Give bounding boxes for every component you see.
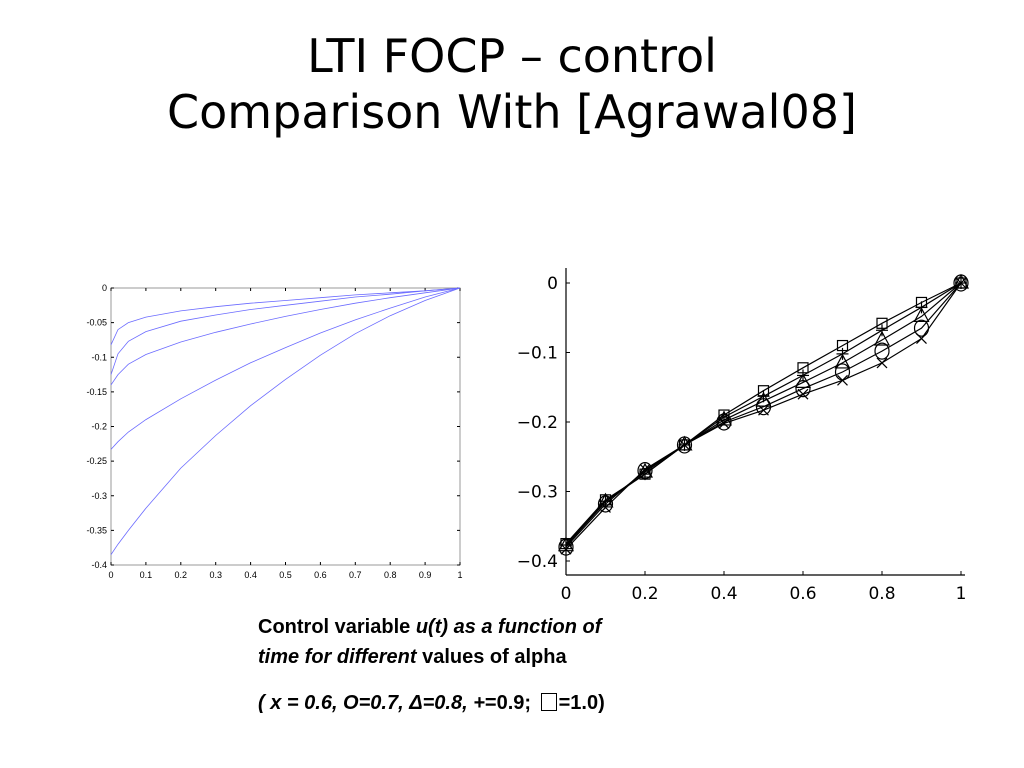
- left-y-tick-label: -0.4: [91, 560, 107, 570]
- right-y-tick-label: −0.1: [517, 344, 558, 364]
- left-series-line-2: [110, 287, 461, 375]
- legend-items: x = 0.6, O=0.7, Δ=0.8, +: [270, 692, 485, 714]
- square-marker: [718, 409, 730, 421]
- slide-title-line1: LTI FOCP – control: [307, 29, 717, 83]
- left-series-line-3: [110, 287, 461, 386]
- left-x-tick-label: 0.5: [279, 570, 292, 580]
- left-x-tick-label: 0: [108, 570, 113, 580]
- left-series-line-5: [110, 287, 461, 555]
- legend-rest2: =1.0): [558, 692, 605, 714]
- right-y-tick-label: 0: [547, 274, 558, 294]
- right-y-tick-label: −0.3: [517, 483, 558, 503]
- right-x-tick-label: 0.6: [789, 584, 816, 604]
- left-x-tick-label: 1: [457, 570, 462, 580]
- left-y-tick-label: -0.35: [86, 525, 107, 535]
- right-series-line-5: [565, 282, 962, 545]
- left-y-tick-label: -0.05: [86, 318, 107, 328]
- x-marker: [797, 388, 809, 400]
- left-series-line-1: [110, 287, 461, 345]
- left-y-tick-label: -0.1: [91, 352, 107, 362]
- legend-open: (: [258, 692, 271, 714]
- square-marker: [915, 296, 928, 309]
- square-marker: [876, 317, 888, 329]
- square-marker: [639, 468, 651, 480]
- triangle-marker: [794, 373, 812, 388]
- left-y-tick-label: 0: [102, 283, 107, 293]
- left-x-tick-label: 0.2: [175, 570, 188, 580]
- right-x-tick-label: 0.8: [868, 584, 895, 604]
- square-marker: [678, 439, 691, 451]
- caption-part2: u(t) as a function of: [415, 616, 602, 638]
- legend-text: ( x = 0.6, O=0.7, Δ=0.8, +=0.9; =1.0): [258, 692, 605, 715]
- left-x-tick-label: 0.9: [419, 570, 432, 580]
- square-marker: [955, 277, 967, 289]
- left-x-tick-label: 0.6: [314, 570, 327, 580]
- triangle-marker: [834, 353, 851, 369]
- left-y-tick-label: -0.15: [86, 387, 107, 397]
- square-marker: [599, 494, 612, 506]
- plus-marker: [718, 411, 730, 424]
- right-x-tick-label: 1: [956, 584, 967, 604]
- square-marker: [836, 339, 849, 352]
- right-y-tick-label: −0.2: [517, 413, 558, 433]
- right-series-line-1: [565, 282, 962, 550]
- left-x-tick-label: 0.8: [384, 570, 397, 580]
- right-x-tick-label: 0.4: [710, 584, 737, 604]
- plus-marker: [797, 369, 809, 382]
- left-y-tick-label: -0.2: [91, 422, 107, 432]
- x-marker: [876, 357, 888, 369]
- left-x-tick-label: 0.4: [244, 570, 257, 580]
- caption-part3: time for different: [258, 646, 417, 668]
- circle-marker: [834, 363, 851, 381]
- caption-part1: Control variable: [258, 616, 416, 638]
- triangle-marker: [715, 410, 733, 426]
- left-y-tick-label: -0.25: [86, 456, 107, 466]
- left-x-tick-label: 0.7: [349, 570, 362, 580]
- legend-rest1: =0.9;: [484, 692, 537, 714]
- circle-marker: [874, 342, 890, 360]
- left-y-tick-label: -0.3: [91, 491, 107, 501]
- triangle-marker: [873, 330, 891, 346]
- left-x-tick-label: 0.1: [140, 570, 153, 580]
- left-series-line-4: [110, 287, 461, 450]
- circle-marker: [913, 319, 930, 337]
- slide-title: LTI FOCP – control Comparison With [Agra…: [0, 28, 1024, 140]
- right-y-tick-label: −0.4: [517, 552, 558, 572]
- caption-part4: values of alpha: [416, 646, 567, 668]
- triangle-marker: [755, 391, 772, 407]
- slide-title-line2: Comparison With [Agrawal08]: [167, 85, 857, 139]
- left-x-tick-label: 0.3: [209, 570, 222, 580]
- square-marker: [797, 362, 809, 374]
- triangle-marker: [913, 307, 930, 322]
- right-x-tick-label: 0: [561, 584, 572, 604]
- right-series-line-4: [565, 282, 962, 546]
- square-marker: [560, 538, 572, 550]
- right-x-tick-label: 0.2: [631, 584, 658, 604]
- chart-caption: Control variable u(t) as a function of ti…: [258, 612, 728, 672]
- plus-marker: [876, 324, 888, 337]
- square-marker-icon: [540, 693, 557, 711]
- plus-marker: [836, 347, 849, 360]
- square-marker: [757, 385, 770, 397]
